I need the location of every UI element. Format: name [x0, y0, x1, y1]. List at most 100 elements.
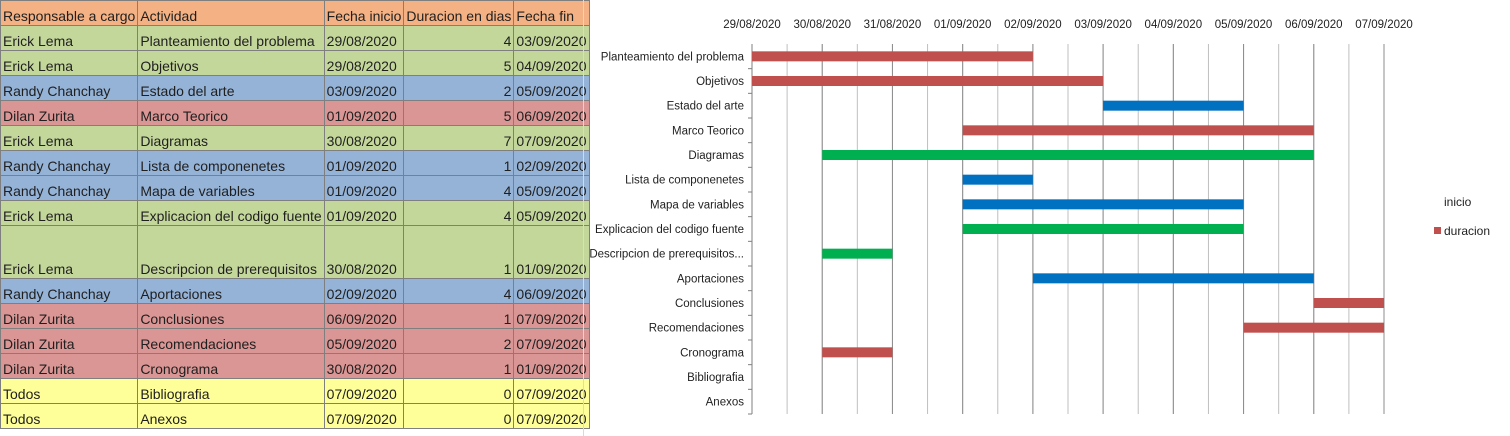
- cell-end[interactable]: 07/09/2020: [513, 303, 590, 329]
- table-row: Dilan Zurita Conclusiones 06/09/2020 1 07/09…: [0, 303, 590, 329]
- gantt-chart: 29/08/2020 30/08/2020 31/08/2020 01/09/2020…: [583, 0, 1510, 436]
- cell-resp[interactable]: Todos: [0, 403, 139, 429]
- table-row: Randy Chanchay Estado del arte 03/09/2020 2…: [0, 75, 590, 101]
- cell-start[interactable]: 29/08/2020: [323, 50, 405, 76]
- cell-end[interactable]: 02/09/2020: [513, 150, 590, 176]
- cell-end[interactable]: 05/09/2020: [513, 200, 590, 226]
- x-tick-label: 01/09/2020: [934, 19, 992, 31]
- cell-end[interactable]: 05/09/2020: [513, 175, 590, 201]
- cell-dur[interactable]: 1: [403, 303, 515, 329]
- cell-act[interactable]: Aportaciones: [137, 278, 325, 304]
- cell-dur[interactable]: 4: [403, 25, 515, 51]
- cell-act[interactable]: Conclusiones: [137, 303, 325, 329]
- cell-start[interactable]: 01/09/2020: [323, 100, 405, 126]
- cell-dur[interactable]: 5: [403, 50, 515, 76]
- header-cell[interactable]: Fecha fin: [513, 0, 590, 26]
- header-cell[interactable]: Duracion en dias: [403, 0, 515, 26]
- cell-end[interactable]: 01/09/2020: [513, 353, 590, 379]
- cell-dur[interactable]: 7: [403, 125, 515, 151]
- cell-start[interactable]: 29/08/2020: [323, 25, 405, 51]
- cell-end[interactable]: 06/09/2020: [513, 278, 590, 304]
- cell-start[interactable]: 30/08/2020: [323, 125, 405, 151]
- cell-act[interactable]: Marco Teorico: [137, 100, 325, 126]
- cell-resp[interactable]: Dilan Zurita: [0, 303, 139, 329]
- cell-start[interactable]: 07/09/2020: [323, 378, 405, 404]
- cell-resp[interactable]: Dilan Zurita: [0, 100, 139, 126]
- cell-act[interactable]: Cronograma: [137, 353, 325, 379]
- cell-act[interactable]: Explicacion del codigo fuente: [137, 200, 325, 226]
- cell-act[interactable]: Mapa de variables: [137, 175, 325, 201]
- cell-resp[interactable]: Randy Chanchay: [0, 175, 139, 201]
- cell-dur[interactable]: 1: [403, 353, 515, 379]
- x-tick-label: 29/08/2020: [723, 19, 781, 31]
- cell-start[interactable]: 01/09/2020: [323, 200, 405, 226]
- cell-end[interactable]: 07/09/2020: [513, 403, 590, 429]
- header-cell[interactable]: Fecha inicio: [323, 0, 405, 26]
- cell-act[interactable]: Objetivos: [137, 50, 325, 76]
- x-tick-label: 04/09/2020: [1145, 19, 1203, 31]
- gantt-bar-2: [752, 76, 1104, 86]
- cell-act[interactable]: Anexos: [137, 403, 325, 429]
- x-tick-label: 06/09/2020: [1285, 19, 1343, 31]
- y-category-label: Aportaciones: [677, 273, 744, 285]
- cell-act[interactable]: Planteamiento del problema: [137, 25, 325, 51]
- cell-end[interactable]: 07/09/2020: [513, 378, 590, 404]
- table-row: Todos Anexos 07/09/2020 0 07/09/2020: [0, 403, 590, 429]
- cell-resp[interactable]: Erick Lema: [0, 225, 139, 279]
- table-row: Dilan Zurita Cronograma 30/08/2020 1 01/09/2…: [0, 353, 590, 379]
- y-category-label: Diagramas: [688, 150, 744, 162]
- cell-resp[interactable]: Randy Chanchay: [0, 150, 139, 176]
- cell-end[interactable]: 07/09/2020: [513, 328, 590, 354]
- cell-act[interactable]: Bibliografia: [137, 378, 325, 404]
- cell-dur[interactable]: 2: [403, 328, 515, 354]
- cell-act[interactable]: Descripcion de prerequisitos: [137, 225, 325, 279]
- cell-start[interactable]: 01/09/2020: [323, 175, 405, 201]
- gantt-bar-8: [962, 224, 1244, 234]
- header-cell[interactable]: Responsable a cargo: [0, 0, 139, 26]
- cell-dur[interactable]: 1: [403, 225, 515, 279]
- cell-resp[interactable]: Erick Lema: [0, 50, 139, 76]
- cell-start[interactable]: 05/09/2020: [323, 328, 405, 354]
- cell-resp[interactable]: Dilan Zurita: [0, 353, 139, 379]
- cell-end[interactable]: 06/09/2020: [513, 100, 590, 126]
- cell-resp[interactable]: Todos: [0, 378, 139, 404]
- cell-end[interactable]: 01/09/2020: [513, 225, 590, 279]
- cell-resp[interactable]: Randy Chanchay: [0, 75, 139, 101]
- cell-start[interactable]: 06/09/2020: [323, 303, 405, 329]
- cell-start[interactable]: 30/08/2020: [323, 353, 405, 379]
- cell-resp[interactable]: Erick Lema: [0, 25, 139, 51]
- cell-end[interactable]: 03/09/2020: [513, 25, 590, 51]
- cell-start[interactable]: 01/09/2020: [323, 150, 405, 176]
- cell-dur[interactable]: 1: [403, 150, 515, 176]
- cell-end[interactable]: 07/09/2020: [513, 125, 590, 151]
- cell-act[interactable]: Lista de componenetes: [137, 150, 325, 176]
- cell-end[interactable]: 05/09/2020: [513, 75, 590, 101]
- cell-dur[interactable]: 4: [403, 278, 515, 304]
- table-row: Erick Lema Diagramas 30/08/2020 7 07/09/2020: [0, 125, 590, 151]
- cell-act[interactable]: Recomendaciones: [137, 328, 325, 354]
- cell-end[interactable]: 04/09/2020: [513, 50, 590, 76]
- y-category-label: Anexos: [706, 397, 745, 409]
- y-category-label: Mapa de variables: [650, 199, 744, 211]
- cell-dur[interactable]: 4: [403, 175, 515, 201]
- y-category-label: Explicacion del codigo fuente: [595, 224, 744, 236]
- cell-resp[interactable]: Dilan Zurita: [0, 328, 139, 354]
- cell-start[interactable]: 07/09/2020: [323, 403, 405, 429]
- cell-dur[interactable]: 0: [403, 403, 515, 429]
- cell-dur[interactable]: 0: [403, 378, 515, 404]
- cell-start[interactable]: 30/08/2020: [323, 225, 405, 279]
- cell-start[interactable]: 02/09/2020: [323, 278, 405, 304]
- cell-act[interactable]: Estado del arte: [137, 75, 325, 101]
- cell-resp[interactable]: Erick Lema: [0, 125, 139, 151]
- cell-resp[interactable]: Randy Chanchay: [0, 278, 139, 304]
- cell-dur[interactable]: 5: [403, 100, 515, 126]
- gantt-bar-6: [962, 174, 1033, 185]
- cell-dur[interactable]: 4: [403, 200, 515, 226]
- y-category-label: Planteamiento del problema: [601, 51, 745, 63]
- cell-resp[interactable]: Erick Lema: [0, 200, 139, 226]
- cell-act[interactable]: Diagramas: [137, 125, 325, 151]
- y-category-label: Cronograma: [680, 347, 745, 359]
- cell-start[interactable]: 03/09/2020: [323, 75, 405, 101]
- cell-dur[interactable]: 2: [403, 75, 515, 101]
- header-cell[interactable]: Actividad: [137, 0, 325, 26]
